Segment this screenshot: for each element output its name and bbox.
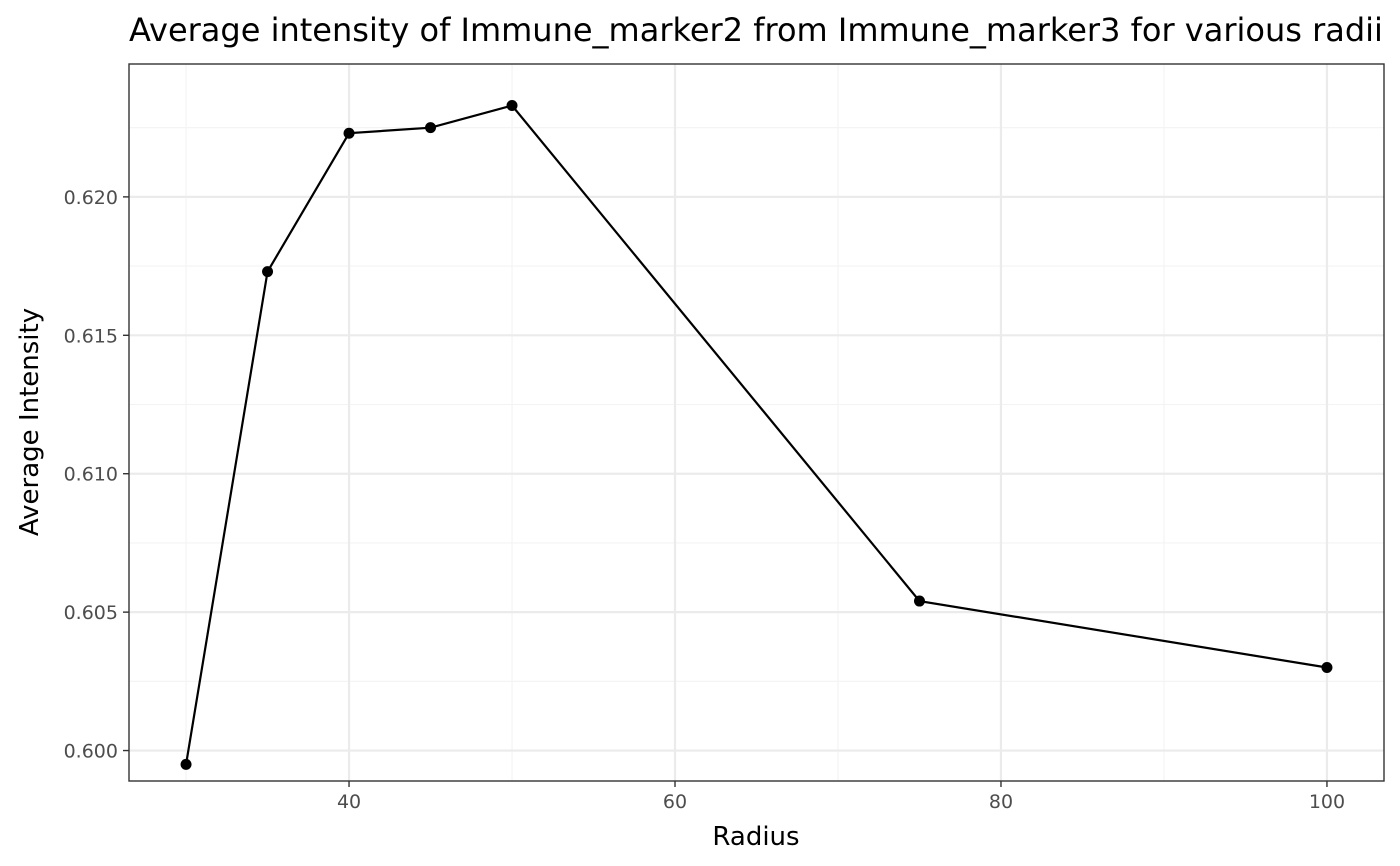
y-axis-title: Average Intensity [15,308,45,536]
x-tick-label: 80 [989,791,1013,813]
y-tick-label: 0.615 [64,325,118,347]
series-layer [180,100,1333,770]
x-tick-label: 40 [337,791,361,813]
grid-layer [129,64,1384,781]
y-tick-label: 0.620 [64,187,118,209]
data-point [180,758,192,770]
tick-layer: 40 60 80 100 0.600 0.605 0.610 0.615 0.620 [64,187,1345,813]
y-tick-label: 0.605 [64,602,118,624]
data-point [1321,661,1333,673]
x-tick-label: 100 [1309,791,1345,813]
data-point [425,122,437,134]
data-point [262,266,274,278]
x-axis-title: Radius [712,822,799,852]
data-point [506,100,518,112]
series-line [184,104,1328,765]
y-tick-label: 0.610 [64,464,118,486]
data-point [913,595,925,607]
y-tick-label: 0.600 [64,741,118,763]
data-point [343,127,355,139]
chart-title: Average intensity of Immune_marker2 from… [129,11,1383,49]
plot-panel [128,63,1385,782]
x-tick-label: 60 [663,791,687,813]
